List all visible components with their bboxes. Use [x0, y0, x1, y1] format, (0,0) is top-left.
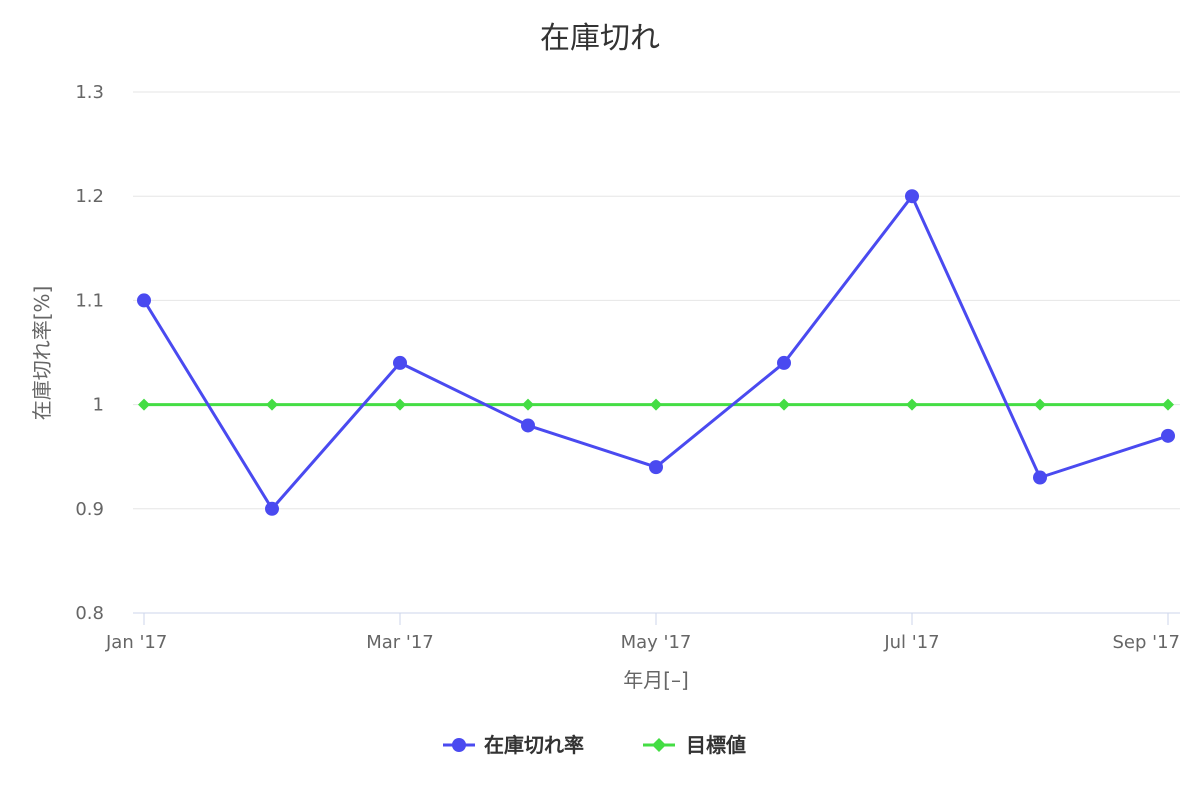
series-target [138, 398, 1174, 411]
data-point[interactable] [906, 398, 918, 411]
data-point[interactable] [649, 460, 663, 475]
y-axis-ticks: 0.8 0.9 1 1.1 1.2 1.3 [75, 82, 104, 624]
data-point[interactable] [1033, 470, 1047, 485]
y-tick-label: 0.8 [75, 603, 104, 624]
x-tick-label: Mar '17 [366, 632, 434, 653]
data-point[interactable] [265, 501, 279, 516]
data-point[interactable] [522, 398, 534, 411]
y-tick-label: 1.1 [75, 290, 104, 311]
legend-item[interactable]: 目標値 [643, 733, 746, 757]
data-point[interactable] [1161, 428, 1175, 443]
series-layer [137, 189, 1175, 516]
legend[interactable]: 在庫切れ率 目標値 [443, 733, 746, 757]
data-point[interactable] [905, 189, 919, 204]
x-tick-label: Jan '17 [105, 632, 167, 653]
y-tick-label: 1.3 [75, 82, 104, 103]
x-axis: Jan '17 Mar '17 May '17 Jul '17 Sep '17 [105, 612, 1181, 653]
y-tick-label: 1 [93, 395, 104, 416]
data-point[interactable] [1034, 398, 1046, 411]
legend-marker [452, 738, 466, 752]
x-axis-title: 年月[–] [623, 668, 689, 692]
x-tick-label: Jul '17 [883, 632, 939, 653]
legend-label: 在庫切れ率 [484, 733, 584, 757]
gridlines [133, 91, 1180, 510]
data-point[interactable] [521, 418, 535, 433]
data-point[interactable] [1162, 398, 1174, 411]
legend-marker [652, 738, 666, 752]
x-tick-label: Sep '17 [1113, 632, 1181, 653]
data-point[interactable] [138, 398, 150, 411]
series-stockout-rate [137, 189, 1175, 516]
data-point[interactable] [650, 398, 662, 411]
y-tick-label: 1.2 [75, 186, 104, 207]
data-point[interactable] [393, 355, 407, 370]
chart-title: 在庫切れ [540, 21, 660, 56]
data-point[interactable] [137, 293, 151, 308]
x-tick-label: May '17 [621, 632, 692, 653]
y-tick-label: 0.9 [75, 499, 104, 520]
legend-label: 目標値 [686, 733, 746, 757]
y-axis-title: 在庫切れ率[%] [30, 286, 54, 421]
data-point[interactable] [777, 355, 791, 370]
data-point[interactable] [394, 398, 406, 411]
data-point[interactable] [778, 398, 790, 411]
legend-item[interactable]: 在庫切れ率 [443, 733, 584, 757]
data-point[interactable] [266, 398, 278, 411]
